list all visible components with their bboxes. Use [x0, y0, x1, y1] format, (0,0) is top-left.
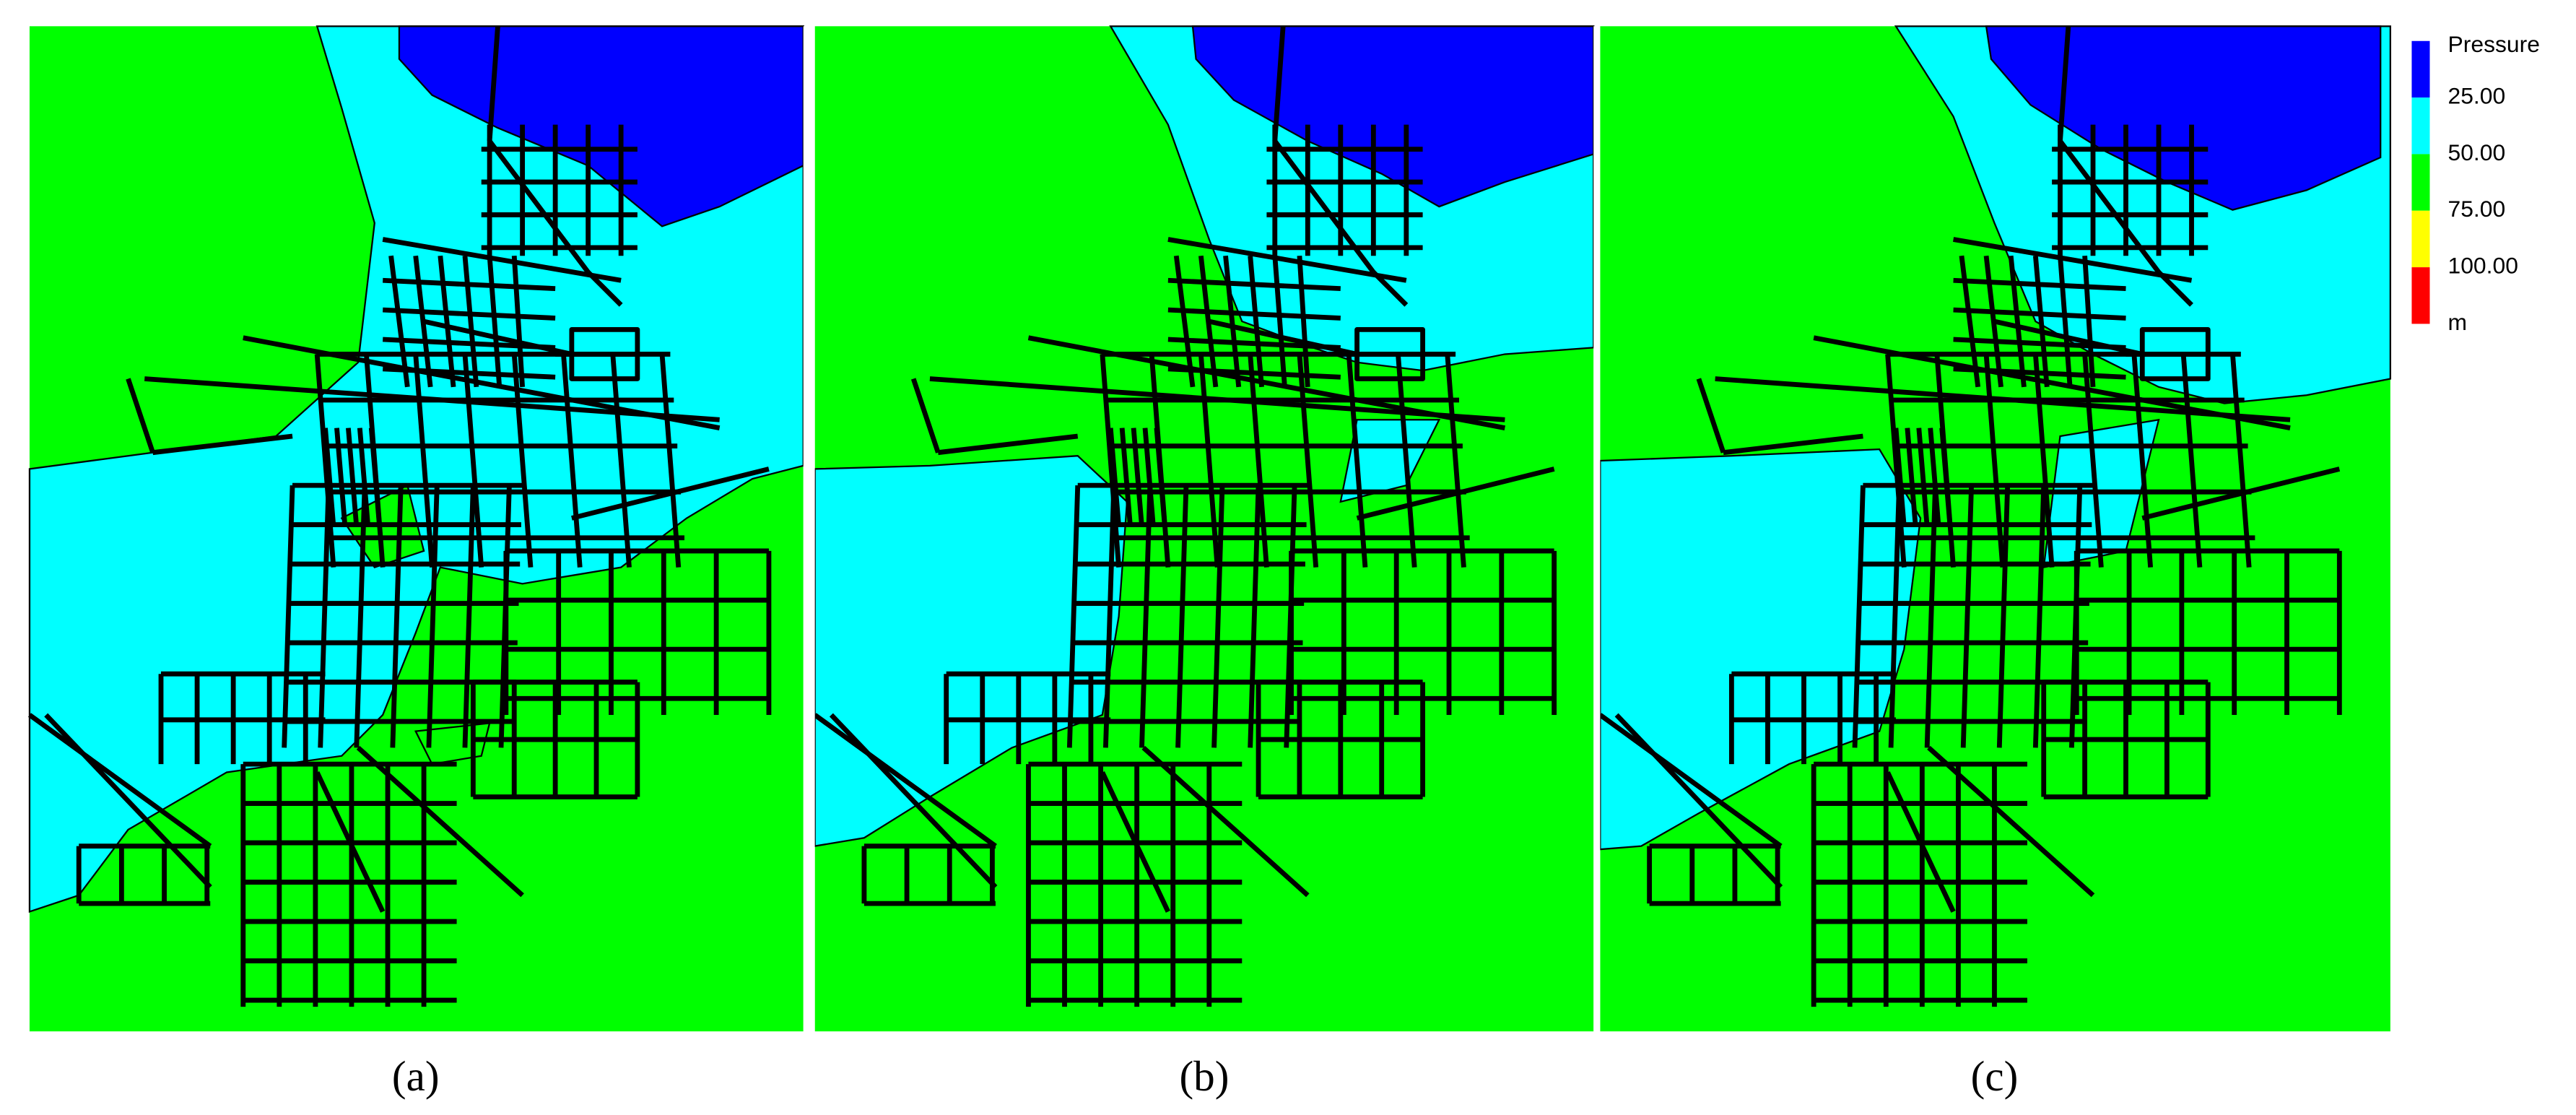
legend-title: Pressure [2448, 31, 2540, 57]
zone-blue [1985, 25, 2382, 211]
legend-label: 50.00 [2448, 139, 2506, 165]
panel-label: (b) [1179, 1052, 1229, 1100]
separator [1593, 26, 1601, 1032]
legend: Pressure 25.00 50.00 75.00 100.00 m [2411, 31, 2540, 335]
legend-swatch [2411, 97, 2430, 155]
legend-swatch [2411, 267, 2430, 324]
legend-swatch [2411, 210, 2430, 268]
legend-swatch [2411, 154, 2430, 211]
map-panel [1600, 25, 2392, 1032]
legend-label: 100.00 [2448, 253, 2518, 279]
map-panel [815, 26, 1595, 1032]
legend-swatch [2411, 40, 2430, 98]
legend-label: 25.00 [2448, 83, 2506, 109]
separator [803, 26, 815, 1032]
legend-label: 75.00 [2448, 196, 2506, 222]
panel-label: (c) [1971, 1052, 2019, 1100]
map-panel [30, 26, 804, 1032]
panel-label: (a) [392, 1052, 440, 1100]
legend-label: m [2448, 309, 2468, 335]
